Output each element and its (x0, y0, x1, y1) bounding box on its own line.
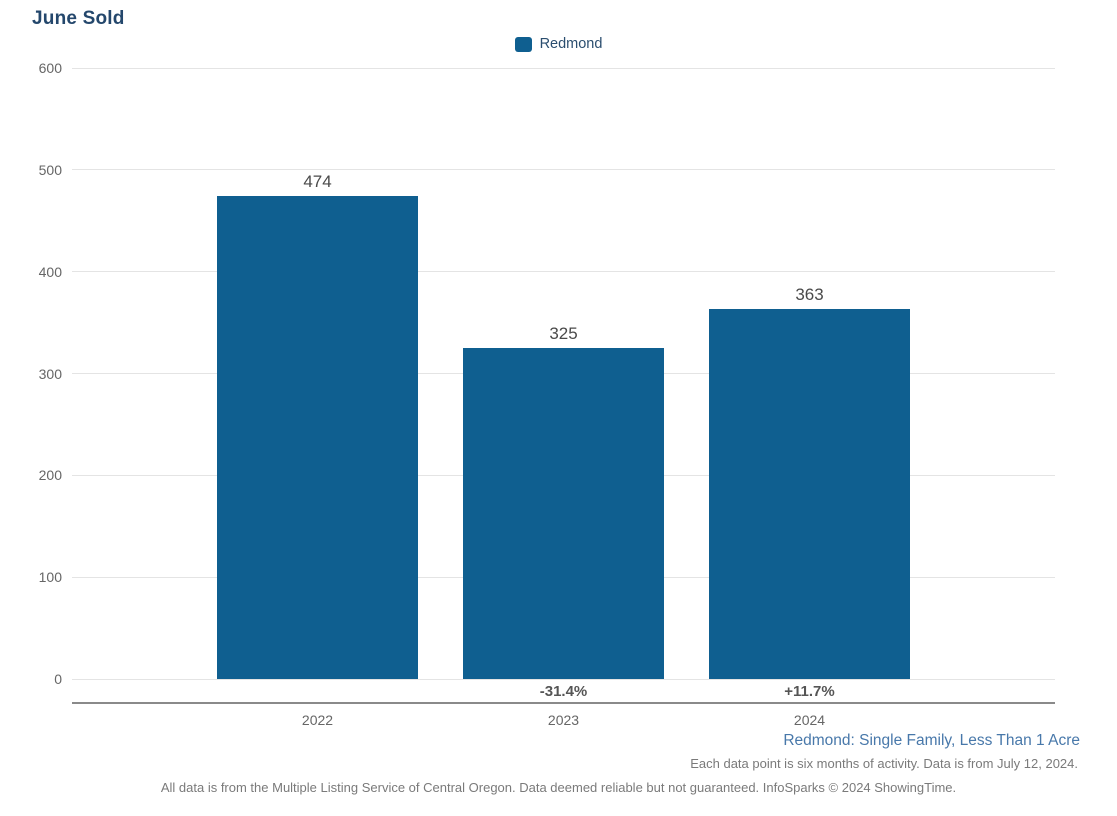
bar-value-label-2023: 325 (549, 324, 578, 344)
gridline-0 (72, 678, 1055, 680)
chart-title: June Sold (32, 8, 125, 29)
x-axis-line (72, 702, 1055, 704)
y-tick-label-200: 200 (38, 467, 62, 484)
x-tick-label-2022: 2022 (301, 712, 334, 728)
bar-2022[interactable] (217, 196, 418, 679)
y-tick-label-0: 0 (54, 671, 62, 687)
y-tick-label-400: 400 (38, 263, 62, 280)
gridline-600 (72, 67, 1055, 69)
bar-value-label-2024: 363 (795, 285, 824, 305)
legend-item-redmond[interactable]: Redmond (514, 36, 603, 52)
x-tick-label-2023: 2023 (547, 712, 580, 728)
pct-change-label-2024: +11.7% (784, 683, 835, 700)
gridline-400 (72, 271, 1055, 273)
y-tick-label-600: 600 (38, 60, 62, 76)
legend: Redmond (0, 36, 1117, 52)
legend-swatch-icon (514, 36, 532, 52)
bar-2023[interactable] (463, 348, 664, 679)
bar-value-label-2022: 474 (303, 172, 332, 192)
y-tick-label-100: 100 (38, 569, 62, 586)
x-tick-label-2024: 2024 (793, 712, 826, 728)
y-tick-label-300: 300 (38, 365, 62, 382)
gridline-500 (72, 169, 1055, 171)
data-note: Each data point is six months of activit… (690, 756, 1078, 771)
pct-change-label-2023: -31.4% (539, 683, 588, 700)
y-tick-label-500: 500 (38, 161, 62, 178)
segment-note: Redmond: Single Family, Less Than 1 Acre (783, 732, 1080, 749)
disclaimer: All data is from the Multiple Listing Se… (160, 780, 957, 795)
legend-item-label: Redmond (539, 36, 603, 52)
bar-2024[interactable] (709, 309, 910, 679)
